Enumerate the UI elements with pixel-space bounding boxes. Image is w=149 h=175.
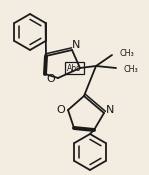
Text: O: O [47,74,55,84]
FancyBboxPatch shape [65,62,83,74]
Text: CH₃: CH₃ [123,65,138,74]
Text: CH₃: CH₃ [119,50,134,58]
Text: O: O [57,105,65,115]
Text: N: N [72,40,80,50]
Text: Abs: Abs [67,64,81,73]
Text: N: N [106,105,114,115]
